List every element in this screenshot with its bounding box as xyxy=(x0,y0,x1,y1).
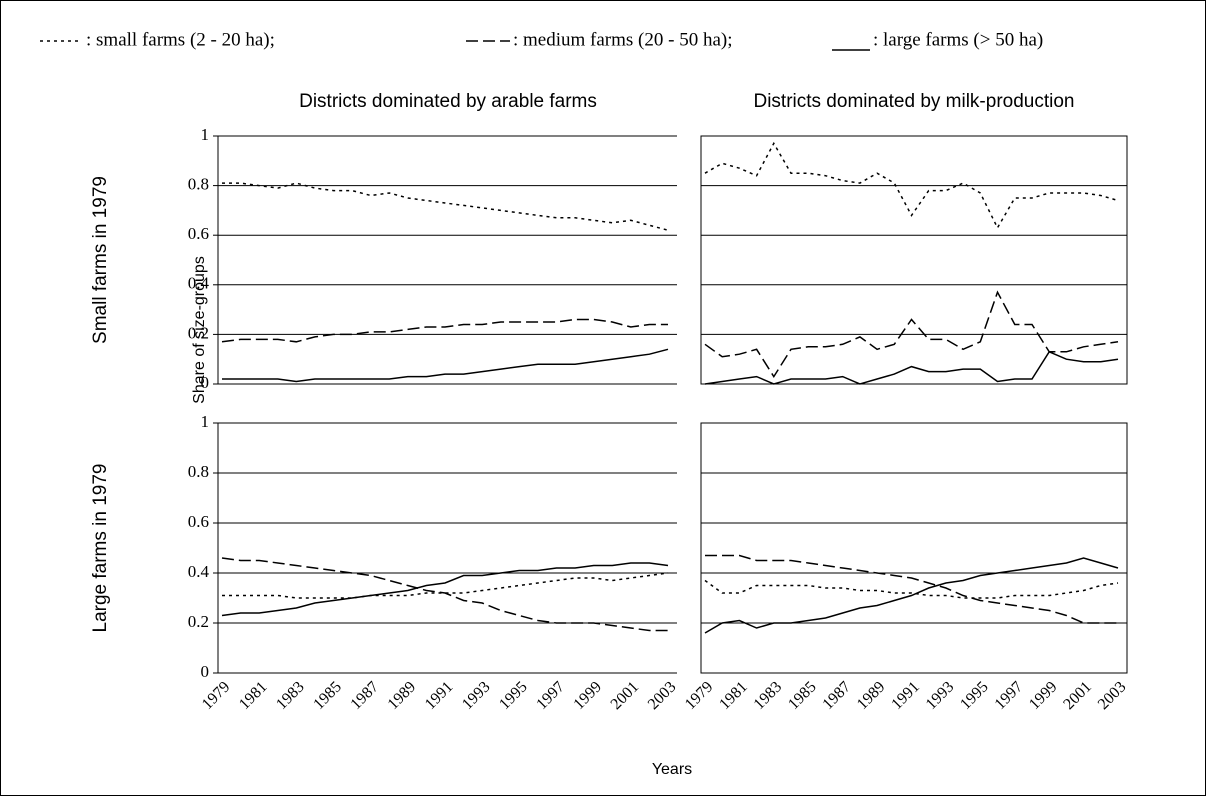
series-line xyxy=(222,182,669,231)
y-tick-label: 1 xyxy=(201,412,210,431)
y-tick-label: 0.4 xyxy=(188,274,210,293)
plot-frame xyxy=(700,422,1128,674)
row-label: Small farms in 1979 xyxy=(90,176,111,344)
series-line xyxy=(222,572,669,599)
legend-label: : small farms (2 - 20 ha); xyxy=(86,29,275,50)
series-line xyxy=(704,557,1119,634)
legend-label: : medium farms (20 - 50 ha); xyxy=(513,29,733,50)
y-tick-label: 0.2 xyxy=(188,323,209,342)
series-line xyxy=(222,348,669,383)
y-tick-label: 0.8 xyxy=(188,175,209,194)
y-tick-label: 0.2 xyxy=(188,612,209,631)
y-tick-label: 0 xyxy=(201,662,210,681)
series-line xyxy=(221,562,669,617)
row-label: Large farms in 1979 xyxy=(90,464,111,633)
y-axis-label: Share of size-groups xyxy=(191,256,208,404)
series-line xyxy=(704,141,1119,230)
series-line xyxy=(704,350,1119,385)
series-line xyxy=(221,557,668,632)
series-line xyxy=(221,318,668,343)
y-tick-label: 0.4 xyxy=(188,562,210,581)
series-line xyxy=(705,554,1118,624)
y-tick-label: 0.6 xyxy=(188,512,209,531)
legend-label: : large farms (> 50 ha) xyxy=(873,29,1043,50)
column-title: Districts dominated by arable farms xyxy=(299,91,597,112)
x-axis-label: Years xyxy=(652,761,692,778)
y-tick-label: 1 xyxy=(201,125,210,144)
plot-frame xyxy=(700,135,1128,385)
y-tick-label: 0 xyxy=(201,373,210,392)
column-title: Districts dominated by milk-production xyxy=(753,91,1074,112)
y-tick-label: 0.6 xyxy=(188,224,209,243)
y-tick-label: 0.8 xyxy=(188,462,209,481)
series-line xyxy=(704,579,1119,599)
